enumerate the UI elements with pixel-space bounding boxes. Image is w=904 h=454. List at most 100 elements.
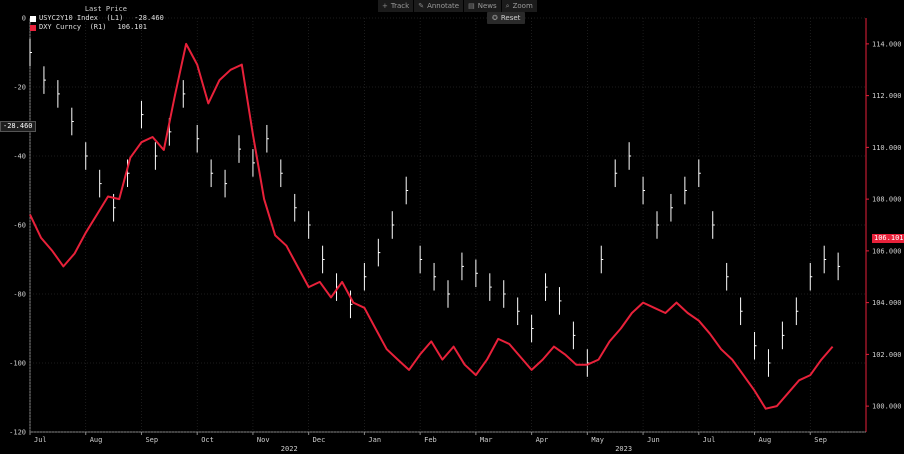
legend-swatch-dxy <box>30 24 36 31</box>
left-tick-label: -80 <box>13 291 26 299</box>
x-tick-label: Apr <box>536 436 549 444</box>
left-tick-label: 0 <box>22 15 26 23</box>
right-tick-label: 112.000 <box>872 92 902 100</box>
usyc-bar <box>809 262 813 291</box>
toolbar-annotate-button[interactable]: ✎ Annotate <box>414 0 465 12</box>
usyc-bar <box>503 280 506 308</box>
usyc-bar <box>140 100 144 129</box>
legend-series-value: -28.460 <box>134 14 164 22</box>
usyc-bar <box>545 273 548 301</box>
left-tick-label: -100 <box>9 360 26 368</box>
toolbar-zoom-button[interactable]: ⌕ Zoom <box>501 0 538 12</box>
right-tick-label: 108.000 <box>872 196 902 204</box>
x-tick-label: Aug <box>90 436 103 444</box>
usyc-bar <box>127 159 130 188</box>
usyc-bar <box>99 169 102 198</box>
crosshair-icon: + <box>382 2 388 10</box>
right-tick-label: 100.000 <box>872 403 902 411</box>
usyc-bar <box>57 80 60 108</box>
usyc-bar <box>656 211 659 239</box>
usyc-bar <box>754 331 757 360</box>
usyc-bar <box>252 149 255 177</box>
usyc-bar <box>43 66 46 94</box>
usyc-bar <box>614 159 618 188</box>
usyc-bar <box>572 321 576 350</box>
dxy-line <box>29 42 834 410</box>
reset-button[interactable]: ✪ Reset <box>487 12 526 24</box>
x-tick-label: Nov <box>257 436 270 444</box>
usyc-bar <box>308 211 311 239</box>
usyc-bar <box>210 159 214 188</box>
usyc-bar <box>280 159 283 188</box>
usyc-bar <box>405 176 409 205</box>
x-tick-label: Sep <box>814 436 827 444</box>
usyc-bar <box>433 262 437 291</box>
usyc-bar <box>266 124 269 153</box>
legend-entry-dxy[interactable]: DXY Curncy (R1) 106.101 <box>30 23 164 32</box>
chart-toolbar: + Track ✎ Annotate ▤ News ⌕ Zoom <box>378 0 538 12</box>
usyc-bar <box>531 314 534 343</box>
usyc-bar <box>349 290 353 319</box>
x-tick-label: Jul <box>34 436 47 444</box>
usyc-bar <box>795 297 799 326</box>
usyc-bar <box>740 297 743 326</box>
left-tick-label: -40 <box>13 153 26 161</box>
usyc-bar <box>196 124 200 153</box>
usyc-bar <box>154 142 158 170</box>
usyc-bar <box>698 159 701 188</box>
usyc-bar <box>726 262 729 291</box>
usyc-bar <box>377 238 381 267</box>
usyc-bar <box>85 142 88 170</box>
usyc-bar <box>489 273 492 301</box>
toolbar-track-button[interactable]: + Track <box>378 0 415 12</box>
legend-series-name: DXY Curncy (R1) <box>39 23 107 31</box>
right-tick-label: 114.000 <box>872 40 902 48</box>
toolbar-news-button[interactable]: ▤ News <box>464 0 502 12</box>
usyc-bar <box>684 176 687 205</box>
legend: Last Price USYC2Y10 Index (L1) -28.460 D… <box>30 5 164 32</box>
left-tick-label: -20 <box>13 84 26 92</box>
toolbar-label: Track <box>390 2 410 10</box>
toolbar-label: Annotate <box>427 2 460 10</box>
usyc-bar <box>224 169 228 198</box>
usyc-bar <box>294 193 297 222</box>
usyc-bar <box>447 280 450 308</box>
x-tick-label: Oct <box>201 436 214 444</box>
usyc-bar <box>628 142 632 170</box>
news-icon: ▤ <box>468 2 475 10</box>
toolbar-label: Zoom <box>512 2 533 10</box>
usyc-bar <box>558 287 562 315</box>
year-label: 2022 <box>281 445 298 453</box>
zoom-icon: ⌕ <box>505 1 510 10</box>
right-last-price-badge: 106.101 <box>872 234 904 243</box>
x-tick-label: Jul <box>703 436 716 444</box>
x-tick-label: Sep <box>145 436 158 444</box>
left-last-price-badge: -28.460 <box>0 121 36 132</box>
usyc-bar <box>781 321 785 350</box>
x-tick-label: Jun <box>647 436 660 444</box>
usyc-bar <box>363 262 367 291</box>
right-tick-label: 102.000 <box>872 351 902 359</box>
left-tick-label: -60 <box>13 222 26 230</box>
legend-swatch-usyc <box>30 15 36 22</box>
usyc-bar <box>517 297 520 326</box>
toolbar-label: News <box>477 2 497 10</box>
usyc-bar <box>391 211 395 239</box>
x-tick-label: Mar <box>480 436 493 444</box>
usyc-bar <box>475 259 478 288</box>
reset-label: Reset <box>500 14 521 22</box>
right-tick-label: 106.000 <box>872 247 902 255</box>
right-tick-label: 110.000 <box>872 144 902 152</box>
legend-title: Last Price <box>84 5 127 13</box>
legend-series-value: 106.101 <box>117 23 147 31</box>
usyc-bar <box>670 193 673 222</box>
usyc-bar <box>712 211 715 239</box>
legend-series-name: USYC2Y10 Index (L1) <box>39 14 124 22</box>
usyc-bar <box>419 245 423 274</box>
usyc-bar <box>322 245 325 274</box>
legend-entry-usyc[interactable]: USYC2Y10 Index (L1) -28.460 <box>30 14 164 23</box>
usyc-bar <box>238 135 241 163</box>
usyc-bar <box>71 107 74 136</box>
usyc-bar <box>837 252 841 281</box>
